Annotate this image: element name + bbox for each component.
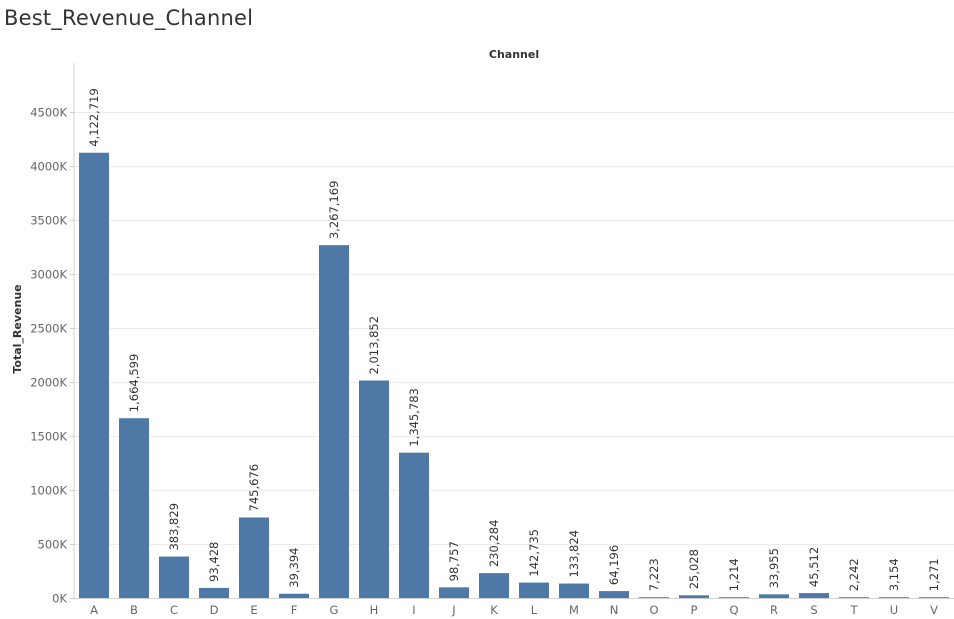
category-label-o: O [649,603,658,617]
y-axis: 0K 500K 1000K 1500K 2000K 2500K 3000K 3500K 4000… [30,63,75,606]
category-label-p: P [691,603,698,617]
bar-h[interactable] [359,380,389,598]
category-label-h: H [370,603,379,617]
data-label-o: 7,223 [647,558,661,591]
bar-m[interactable] [559,583,589,598]
bar-p[interactable] [679,595,709,598]
data-label-u: 3,154 [887,558,901,591]
data-label-s: 45,512 [807,547,821,587]
data-label-n: 64,196 [607,545,621,585]
bar-i[interactable] [399,452,429,598]
column-header: Channel [489,48,539,61]
category-label-a: A [90,603,98,617]
data-label-h: 2,013,852 [367,316,381,375]
bar-v[interactable] [919,597,949,598]
y-tick-label: 3500K [30,214,67,228]
category-label-f: F [291,603,298,617]
y-tick-label: 1000K [30,484,67,498]
category-label-m: M [569,603,579,617]
category-label-e: E [250,603,257,617]
grid-lines [74,112,954,545]
bar-f[interactable] [279,593,309,598]
category-label-l: L [531,603,538,617]
y-tick-label: 2500K [30,322,67,336]
y-tick-label: 1500K [30,430,67,444]
bar-q[interactable] [719,597,749,598]
data-label-g: 3,267,169 [327,181,341,240]
data-label-l: 142,735 [527,529,541,577]
category-label-d: D [210,603,219,617]
bar-k[interactable] [479,573,509,598]
data-label-v: 1,271 [927,558,941,591]
data-label-c: 383,829 [167,503,181,551]
category-label-i: I [412,603,415,617]
bar-r[interactable] [759,594,789,598]
data-label-a: 4,122,719 [87,88,101,147]
bar-e[interactable] [239,517,269,598]
bar-b[interactable] [119,418,149,598]
data-label-t: 2,242 [847,558,861,591]
data-label-k: 230,284 [487,520,501,568]
data-label-i: 1,345,783 [407,388,421,447]
category-label-u: U [890,603,898,617]
y-tick-label: 500K [38,538,68,552]
data-label-f: 39,394 [287,547,301,587]
bar-n[interactable] [599,591,629,598]
data-label-j: 98,757 [447,541,461,581]
category-label-c: C [170,603,178,617]
data-label-m: 133,824 [567,530,581,578]
y-tick-label: 0K [52,592,67,606]
category-label-t: T [849,603,858,617]
bar-d[interactable] [199,587,229,598]
y-axis-title[interactable]: Total_Revenue [11,284,24,373]
data-label-p: 25,028 [687,549,701,589]
bar-s[interactable] [799,593,829,598]
y-tick-label: 3000K [30,268,67,282]
data-label-e: 745,676 [247,464,261,512]
data-label-b: 1,664,599 [127,354,141,413]
category-label-s: S [810,603,817,617]
sheet-title: Best_Revenue_Channel [4,6,254,30]
bar-o[interactable] [639,597,669,598]
bar-j[interactable] [439,587,469,598]
category-label-q: Q [729,603,738,617]
bars [79,152,949,599]
category-label-v: V [930,603,938,617]
category-label-b: B [130,603,138,617]
data-label-r: 33,955 [767,548,781,588]
category-label-j: J [451,603,455,617]
data-labels: 4,122,719 1,664,599 383,829 93,428 745,676 39… [87,88,941,591]
category-label-n: N [610,603,619,617]
bar-c[interactable] [159,556,189,598]
y-tick-label: 2000K [30,376,67,390]
category-label-g: G [330,603,339,617]
data-label-q: 1,214 [727,558,741,591]
bar-u[interactable] [879,597,909,598]
bar-a[interactable] [79,152,109,599]
category-label-k: K [490,603,498,617]
bar-l[interactable] [519,582,549,598]
bar-t[interactable] [839,597,869,598]
data-label-d: 93,428 [207,542,221,582]
category-label-r: R [770,603,778,617]
x-axis: A B C D E F G H I J K L M N O P Q R S T U V [74,598,954,617]
y-tick-label: 4000K [30,160,67,174]
bar-g[interactable] [319,245,349,598]
y-tick-label: 4500K [30,106,67,120]
